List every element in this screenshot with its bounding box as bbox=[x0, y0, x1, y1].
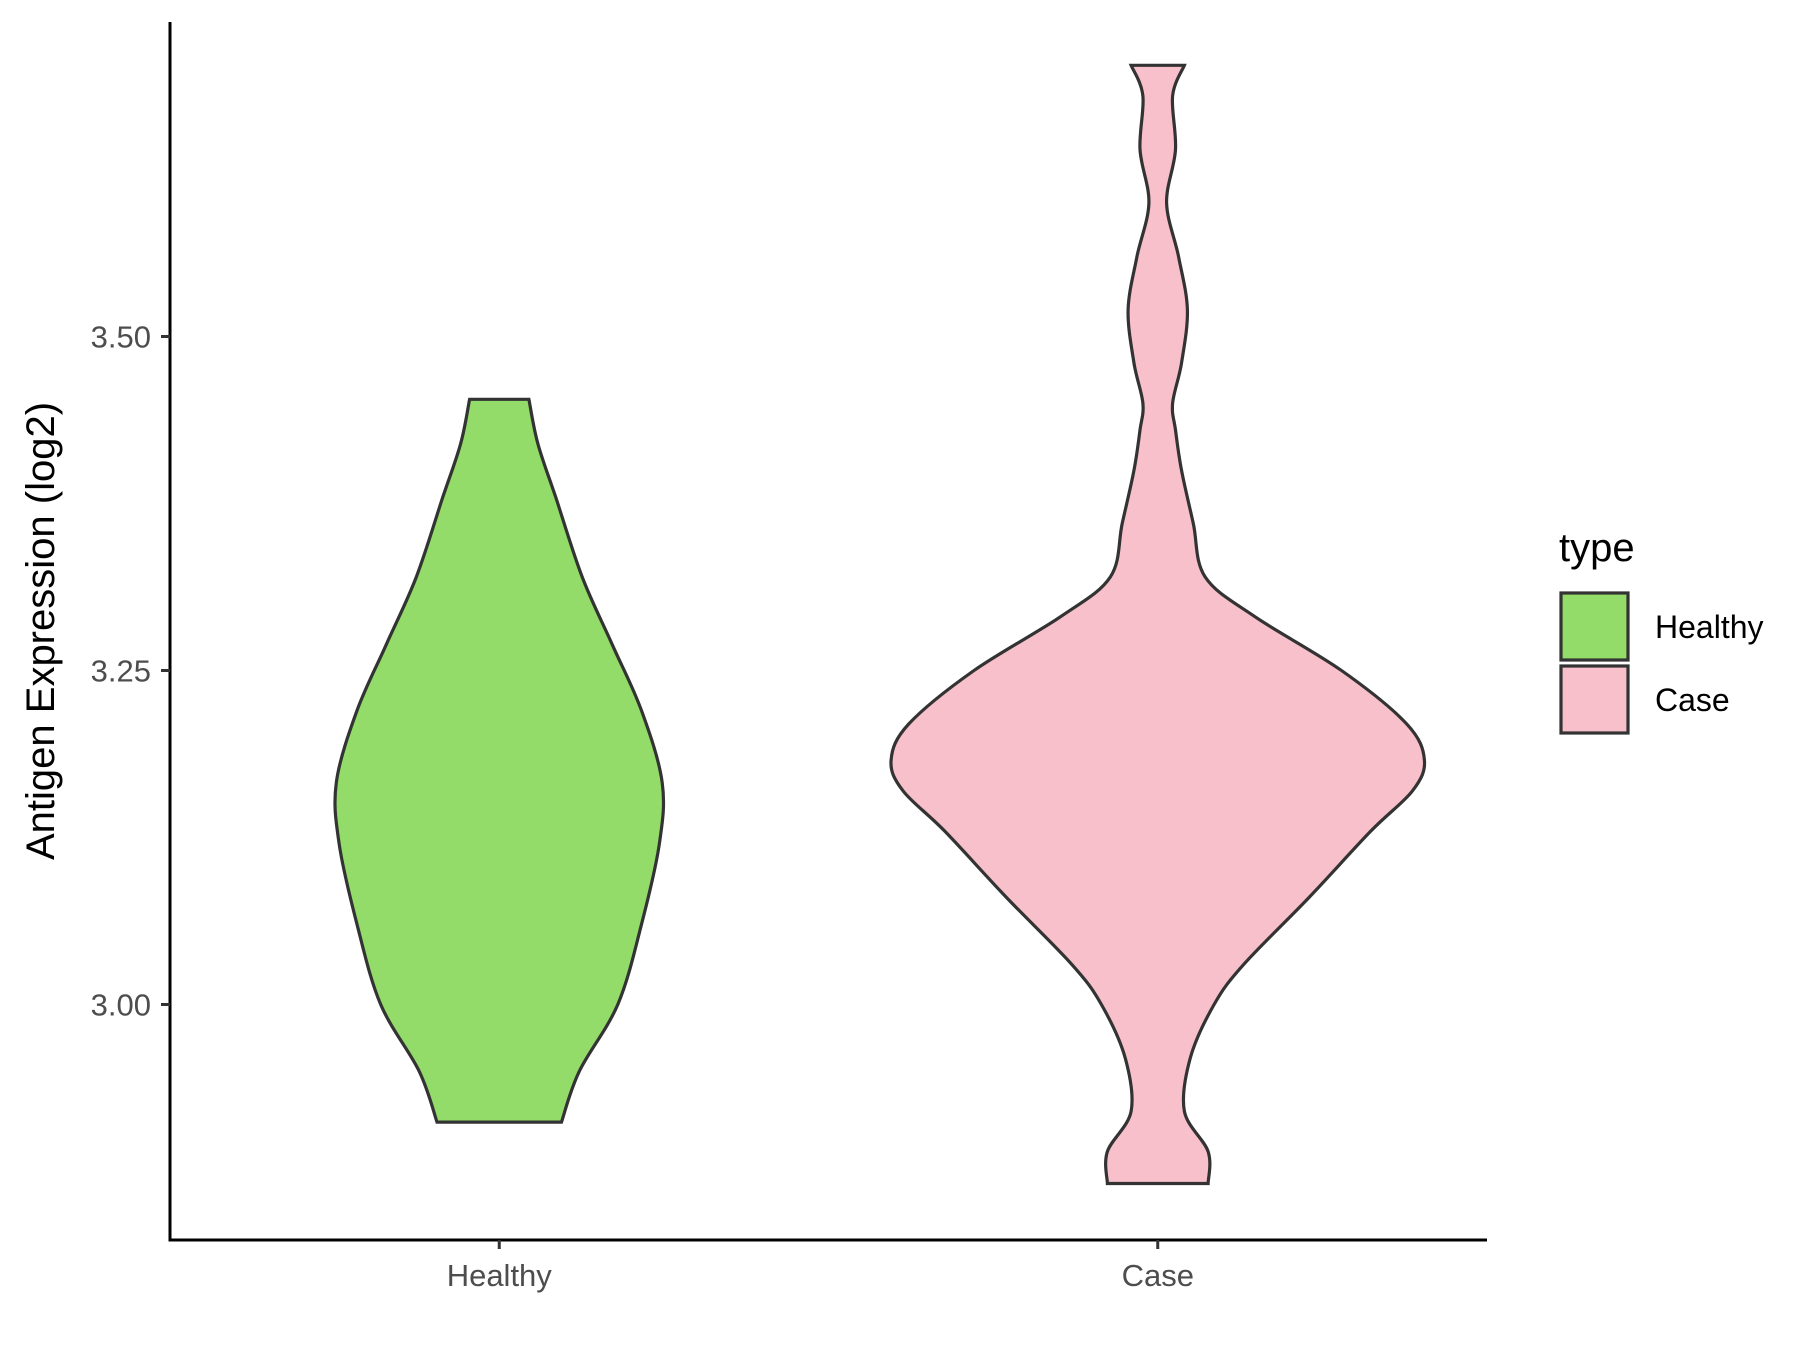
legend-label: Case bbox=[1655, 682, 1730, 718]
y-tick-label: 3.50 bbox=[91, 320, 151, 355]
x-tick-label: Case bbox=[1122, 1258, 1194, 1293]
y-tick-label: 3.00 bbox=[91, 988, 151, 1023]
violin-healthy bbox=[333, 397, 666, 1124]
legend-key-healthy bbox=[1559, 591, 1630, 662]
y-tick-label: 3.25 bbox=[91, 654, 151, 689]
x-tick-label: Healthy bbox=[447, 1258, 553, 1293]
violin-layer bbox=[333, 63, 1427, 1186]
legend-label: Healthy bbox=[1655, 609, 1764, 645]
violin-case bbox=[889, 63, 1427, 1186]
y-axis-ticks: 3.00 3.25 3.50 bbox=[91, 320, 170, 1023]
x-axis-ticks: Healthy Case bbox=[447, 1240, 1194, 1293]
legend-key-case bbox=[1559, 664, 1630, 735]
legend-title: type bbox=[1559, 526, 1635, 570]
legend: Healthy Case bbox=[1559, 591, 1764, 735]
y-axis-title: Antigen Expression (log2) bbox=[19, 402, 63, 860]
